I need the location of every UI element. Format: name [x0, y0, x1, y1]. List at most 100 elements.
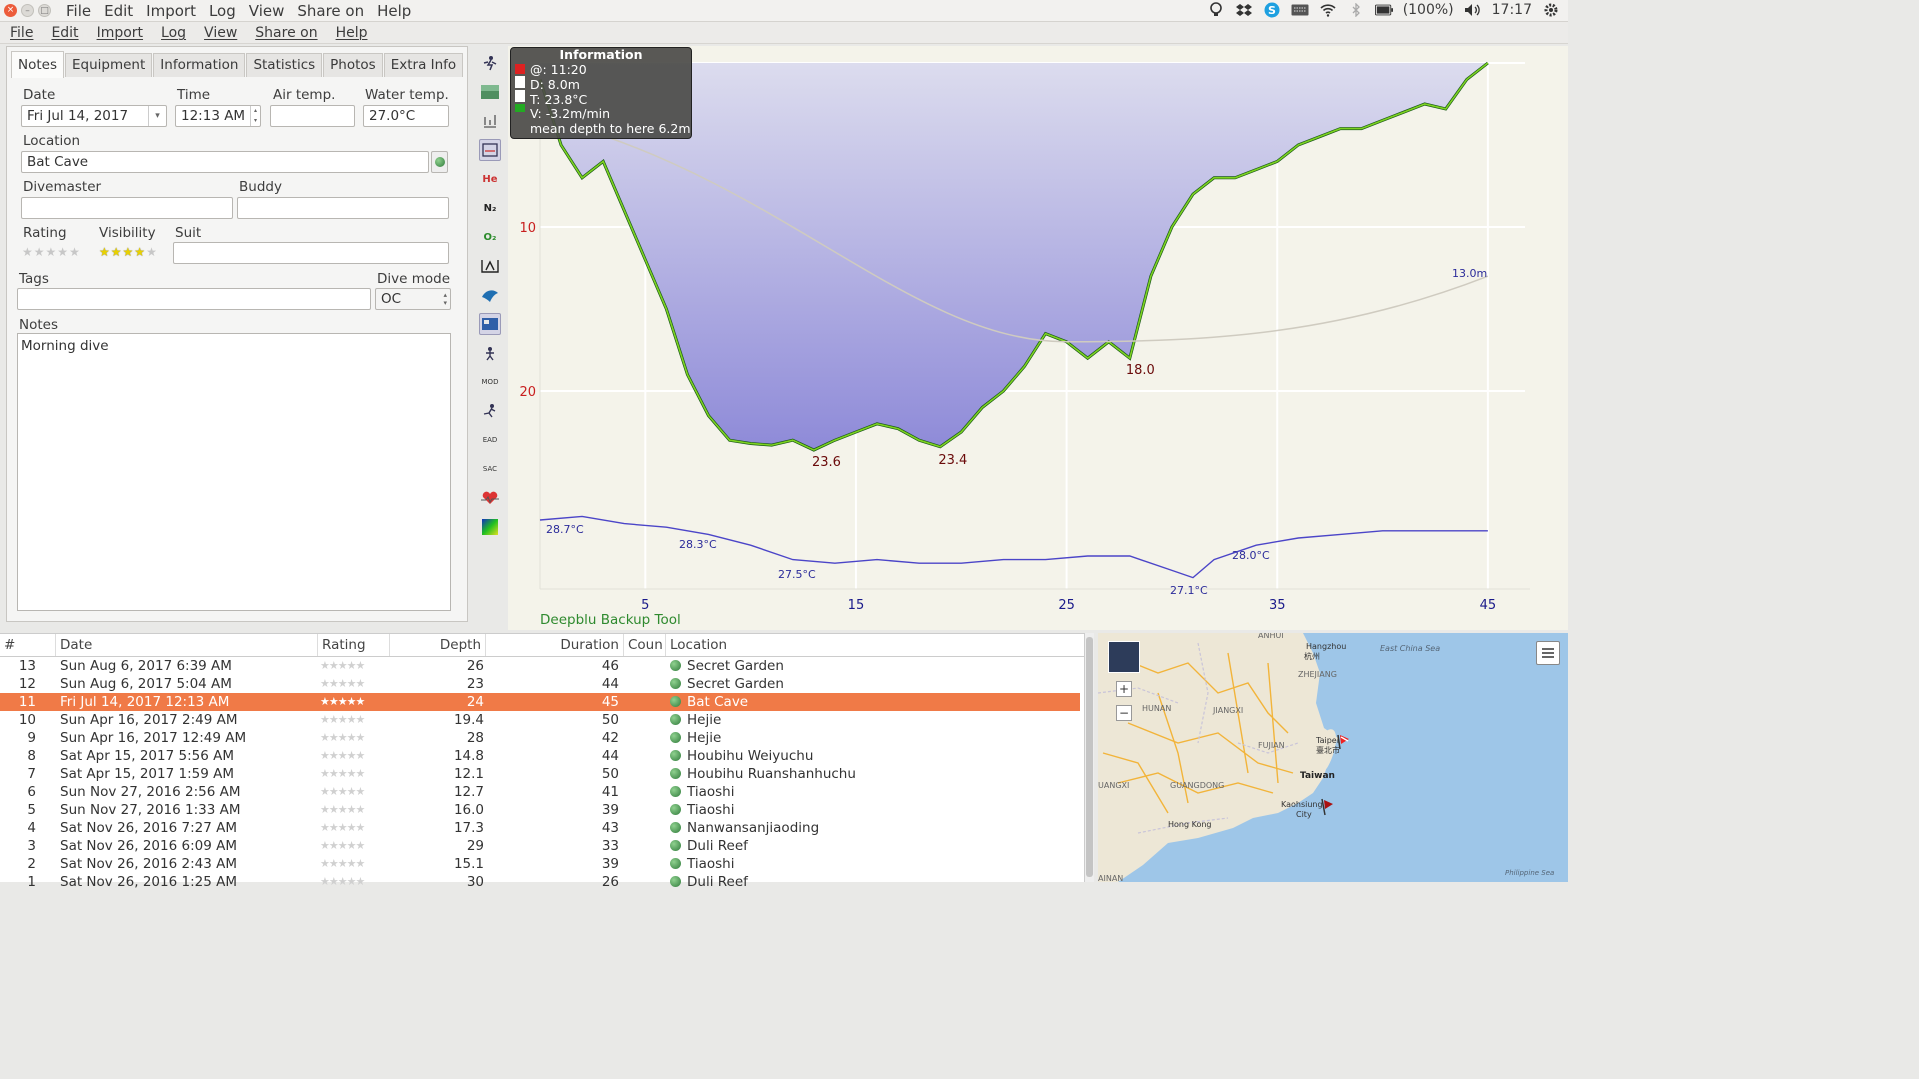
- scrollbar-thumb[interactable]: [1086, 637, 1093, 877]
- location-globe-button[interactable]: [431, 151, 448, 173]
- star-icon[interactable]: ★: [146, 245, 157, 259]
- menu-file[interactable]: File: [10, 25, 34, 41]
- he-icon[interactable]: He: [482, 173, 498, 185]
- global-menu-file[interactable]: File: [66, 2, 92, 20]
- table-row[interactable]: 8 Sat Apr 15, 2017 5:56 AM ★★★★★ 14.8 44 Houb…: [0, 747, 1080, 765]
- map-layer-thumbnail[interactable]: [1108, 641, 1140, 673]
- rating-stars[interactable]: ★ ★ ★ ★ ★: [22, 245, 80, 259]
- buddy-field[interactable]: [237, 197, 449, 219]
- star-icon[interactable]: ★: [69, 245, 80, 259]
- tab-photos[interactable]: Photos: [323, 53, 383, 77]
- sac-icon[interactable]: SAC: [482, 465, 498, 473]
- map-zoom-out-button[interactable]: −: [1116, 705, 1132, 721]
- tab-statistics[interactable]: Statistics: [246, 53, 323, 77]
- menu-help[interactable]: Help: [335, 25, 368, 41]
- heartrate-icon[interactable]: [479, 487, 501, 509]
- calc-ceiling-icon[interactable]: [479, 139, 501, 161]
- star-icon[interactable]: ★: [45, 245, 57, 259]
- global-menu-edit[interactable]: Edit: [104, 2, 134, 20]
- suit-field[interactable]: [173, 242, 449, 264]
- col-duration[interactable]: Duration: [486, 634, 624, 656]
- col-date[interactable]: Date: [56, 634, 318, 656]
- clock[interactable]: 17:17: [1491, 2, 1532, 18]
- scale-icon[interactable]: [479, 255, 501, 277]
- table-row[interactable]: 12 Sun Aug 6, 2017 5:04 AM ★★★★★ 23 44 Secret…: [0, 675, 1080, 693]
- visibility-stars[interactable]: ★ ★ ★ ★ ★: [99, 245, 157, 259]
- close-window-button[interactable]: ×: [4, 4, 17, 17]
- location-field[interactable]: Bat Cave: [21, 151, 429, 173]
- gradient-icon[interactable]: [479, 110, 501, 132]
- notes-textarea[interactable]: Morning dive: [17, 333, 451, 611]
- diver-icon[interactable]: [479, 400, 501, 422]
- star-icon[interactable]: ★: [22, 245, 33, 259]
- lightbulb-icon[interactable]: [1207, 2, 1225, 18]
- tab-information[interactable]: Information: [153, 53, 246, 77]
- menu-log[interactable]: Log: [161, 25, 187, 41]
- map-zoom-in-button[interactable]: +: [1116, 681, 1132, 697]
- ceiling-icon[interactable]: [479, 81, 501, 103]
- star-icon[interactable]: ★: [110, 245, 122, 259]
- global-menu-share[interactable]: Share on: [297, 2, 365, 20]
- global-menu-import[interactable]: Import: [146, 2, 196, 20]
- tab-equipment[interactable]: Equipment: [65, 53, 153, 77]
- table-row[interactable]: 11 Fri Jul 14, 2017 12:13 AM ★★★★★ 24 45 Bat …: [0, 693, 1080, 711]
- col-depth[interactable]: Depth: [390, 634, 486, 656]
- o2-icon[interactable]: O₂: [483, 231, 497, 243]
- skype-icon[interactable]: S: [1263, 2, 1281, 18]
- table-row[interactable]: 1 Sat Nov 26, 2016 1:25 AM ★★★★★ 30 26 Duli R…: [0, 873, 1080, 891]
- table-row[interactable]: 7 Sat Apr 15, 2017 1:59 AM ★★★★★ 12.1 50 Houb…: [0, 765, 1080, 783]
- mod-icon[interactable]: MOD: [481, 378, 499, 386]
- divemaster-field[interactable]: [21, 197, 233, 219]
- battery-icon[interactable]: [1374, 2, 1393, 18]
- table-row[interactable]: 6 Sun Nov 27, 2016 2:56 AM ★★★★★ 12.7 41 Tiao…: [0, 783, 1080, 801]
- table-row[interactable]: 2 Sat Nov 26, 2016 2:43 AM ★★★★★ 15.1 39 Tiao…: [0, 855, 1080, 873]
- col-number[interactable]: #: [0, 634, 56, 656]
- col-rating[interactable]: Rating: [318, 634, 390, 656]
- dive-profile-chart[interactable]: 5 15 25 35 45 10 20 23.6 23.4 18.0 28.7°C 28.3°C 27…: [508, 46, 1568, 630]
- ruler-icon[interactable]: [479, 284, 501, 306]
- profile-icon[interactable]: [479, 52, 501, 74]
- star-icon[interactable]: ★: [122, 245, 134, 259]
- table-row[interactable]: 3 Sat Nov 26, 2016 6:09 AM ★★★★★ 29 33 Duli R…: [0, 837, 1080, 855]
- table-row[interactable]: 13 Sun Aug 6, 2017 6:39 AM ★★★★★ 26 46 Secret…: [0, 657, 1080, 675]
- ead-icon[interactable]: EAD: [482, 436, 498, 444]
- menu-share[interactable]: Share on: [255, 25, 318, 41]
- map-menu-button[interactable]: [1536, 641, 1560, 665]
- star-icon[interactable]: ★: [33, 245, 45, 259]
- n2-icon[interactable]: N₂: [483, 202, 497, 214]
- star-icon[interactable]: ★: [134, 245, 146, 259]
- tags-field[interactable]: [17, 288, 371, 310]
- menu-import[interactable]: Import: [96, 25, 144, 41]
- keyboard-icon[interactable]: [1291, 2, 1309, 18]
- dive-mode-select[interactable]: OC ▴ ▾: [375, 288, 451, 310]
- color-icon[interactable]: [479, 516, 501, 538]
- volume-icon[interactable]: [1464, 2, 1482, 18]
- settings-gear-icon[interactable]: [1542, 2, 1560, 18]
- wifi-icon[interactable]: [1319, 2, 1337, 18]
- dropbox-icon[interactable]: [1235, 2, 1253, 18]
- star-icon[interactable]: ★: [99, 245, 110, 259]
- date-field[interactable]: Fri Jul 14, 2017 ▾: [21, 105, 167, 127]
- dive-list-scrollbar[interactable]: [1084, 633, 1094, 882]
- time-field[interactable]: 12:13 AM ▴ ▾: [175, 105, 261, 127]
- plan-icon[interactable]: [479, 342, 501, 364]
- minimize-window-button[interactable]: –: [21, 4, 34, 17]
- table-row[interactable]: 4 Sat Nov 26, 2016 7:27 AM ★★★★★ 17.3 43 Nanw…: [0, 819, 1080, 837]
- star-icon[interactable]: ★: [57, 245, 69, 259]
- bluetooth-icon[interactable]: [1347, 2, 1365, 18]
- tab-extra-info[interactable]: Extra Info: [383, 53, 464, 77]
- water-temp-field[interactable]: 27.0°C: [363, 105, 449, 127]
- maximize-window-button[interactable]: □: [38, 4, 51, 17]
- col-location[interactable]: Location: [670, 637, 728, 653]
- global-menu-help[interactable]: Help: [377, 2, 412, 20]
- menu-view[interactable]: View: [204, 25, 238, 41]
- menu-edit[interactable]: Edit: [51, 25, 79, 41]
- col-country[interactable]: Coun: [624, 634, 666, 656]
- dive-map[interactable]: ANHUI Hangzhou 杭州 ZHEJIANG East China Se…: [1098, 633, 1568, 882]
- air-temp-field[interactable]: [270, 105, 355, 127]
- time-spinner-icon[interactable]: ▴ ▾: [250, 106, 260, 126]
- global-menu-view[interactable]: View: [248, 2, 285, 20]
- table-row[interactable]: 9 Sun Apr 16, 2017 12:49 AM ★★★★★ 28 42 Hejie: [0, 729, 1080, 747]
- info-box[interactable]: Information @: 11:20 D: 8.0m T: 23.8°C V…: [510, 47, 692, 139]
- tab-notes[interactable]: Notes: [11, 51, 64, 78]
